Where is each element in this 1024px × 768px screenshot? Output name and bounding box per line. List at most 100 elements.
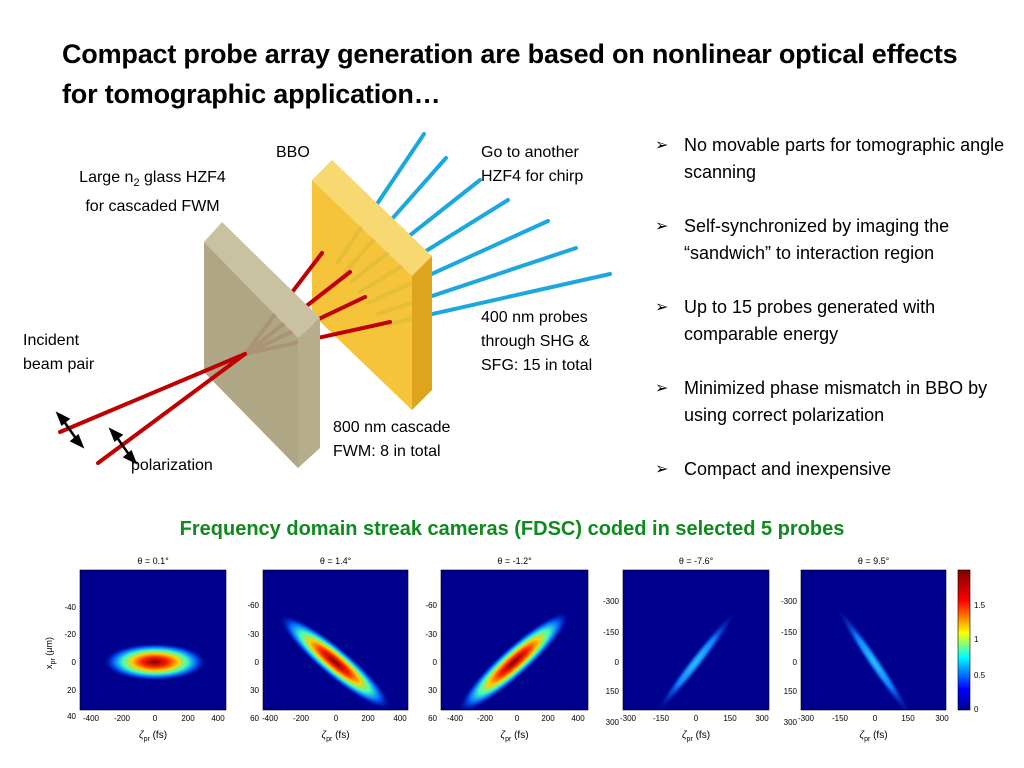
x-axis-label: ζpr (fs) — [139, 730, 167, 743]
streak-panel: θ = -1.2° -400 -200 0 200 400 -60 -30 0 30 60 ζpr (… — [425, 556, 589, 743]
x-axis-label: ζpr (fs) — [321, 730, 349, 743]
glass-label: Large n2 glass HZF4 for cascaded FWM — [79, 169, 226, 216]
panel-theta-label: θ = 1.4° — [320, 556, 352, 566]
slide-title: Compact probe array generation are based… — [62, 39, 958, 109]
streak-panel: θ = 1.4° -400 -200 0 200 400 -60 -30 0 30 60 ζpr (f… — [247, 556, 409, 743]
y-tick-label: -30 — [247, 630, 259, 639]
panel-image — [623, 570, 769, 710]
y-tick-label: 30 — [250, 686, 259, 695]
arrowhead-bullet-icon: ➢ — [655, 299, 669, 316]
streak-trace — [654, 609, 738, 710]
y-tick-label: -30 — [425, 630, 437, 639]
x-tick-label: -200 — [477, 714, 494, 723]
x-tick-label: 0 — [694, 714, 699, 723]
x-tick-label: 200 — [181, 714, 195, 723]
y-tick-label: -60 — [247, 601, 259, 610]
panel-image — [80, 570, 226, 710]
probes-label: 400 nm probes through SHG & SFG: 15 in tot… — [481, 309, 593, 374]
x-tick-label: -150 — [832, 714, 849, 723]
y-axis-label: xpr (μm) — [44, 637, 57, 669]
y-tick-label: 300 — [784, 718, 798, 727]
x-tick-label: 0 — [153, 714, 158, 723]
hzf4-glass — [204, 222, 320, 468]
panel-image — [801, 570, 946, 710]
y-tick-label: -300 — [603, 597, 620, 606]
y-tick-label: 60 — [428, 714, 437, 723]
y-tick-label: 0 — [793, 658, 798, 667]
x-tick-label: -200 — [293, 714, 310, 723]
x-tick-label: 400 — [571, 714, 585, 723]
x-tick-label: -150 — [653, 714, 670, 723]
arrowhead-bullet-icon: ➢ — [655, 380, 669, 397]
x-tick-label: 150 — [901, 714, 915, 723]
x-tick-label: -400 — [262, 714, 279, 723]
colorbar-tick-label: 1.5 — [974, 601, 986, 610]
y-tick-label: 0 — [433, 658, 438, 667]
x-tick-label: -300 — [620, 714, 637, 723]
x-tick-label: -200 — [114, 714, 131, 723]
x-tick-label: -400 — [447, 714, 464, 723]
y-tick-label: -150 — [603, 628, 620, 637]
x-tick-label: 300 — [935, 714, 949, 723]
x-tick-label: 150 — [723, 714, 737, 723]
arrowhead-bullet-icon: ➢ — [655, 137, 669, 154]
y-tick-label: 0 — [72, 658, 77, 667]
x-tick-label: 200 — [361, 714, 375, 723]
streak-panel: θ = -7.6°-300 -150 0 150 300-300-1500150300ζ… — [603, 556, 770, 743]
cascade-label: 800 nm cascade FWM: 8 in total — [333, 419, 451, 460]
fdsc-subtitle: Frequency domain streak cameras (FDSC) c… — [179, 518, 845, 540]
bullet-item: ➢ No movable parts for tomographic angle … — [655, 132, 1015, 186]
y-tick-label: -20 — [64, 630, 76, 639]
panel-theta-label: θ = 0.1° — [137, 556, 169, 566]
y-tick-label: -60 — [425, 601, 437, 610]
bullet-item: ➢ Compact and inexpensive — [655, 456, 1015, 483]
streak-trace — [279, 614, 391, 710]
x-tick-label: -300 — [798, 714, 815, 723]
x-tick-label: 300 — [755, 714, 769, 723]
panel-theta-label: θ = -1.2° — [497, 556, 532, 566]
y-tick-label: 20 — [67, 686, 76, 695]
optical-setup-diagram — [55, 132, 612, 468]
y-tick-label: 30 — [428, 686, 437, 695]
y-tick-label: -40 — [64, 603, 76, 612]
y-tick-label: 0 — [255, 658, 260, 667]
bullet-item: ➢ Self-synchronized by imaging the “sandw… — [655, 213, 1015, 267]
streak-trace — [835, 605, 913, 710]
bbo-crystal — [312, 160, 432, 410]
colorbar-tick-label: 0 — [974, 705, 979, 714]
panel-image — [441, 570, 588, 710]
x-axis-label: ζpr (fs) — [859, 730, 887, 743]
panel-theta-label: θ = -7.6° — [679, 556, 714, 566]
x-tick-label: 0 — [515, 714, 520, 723]
x-tick-label: 400 — [393, 714, 407, 723]
y-tick-label: 0 — [615, 658, 620, 667]
bbo-label: BBO — [276, 144, 310, 161]
bullet-list: ➢ No movable parts for tomographic angle … — [655, 132, 1015, 510]
x-axis-label: ζpr (fs) — [500, 730, 528, 743]
polarization-arrow-icon — [55, 411, 138, 465]
streak-trace — [103, 643, 207, 681]
chirp-label: Go to another HZF4 for chirp — [481, 144, 584, 185]
y-tick-label: 60 — [250, 714, 259, 723]
x-tick-label: 400 — [211, 714, 225, 723]
colorbar: 1.5 1 0.5 0 — [957, 569, 986, 714]
arrowhead-bullet-icon: ➢ — [655, 461, 669, 478]
panel-theta-label: θ = 9.5° — [858, 556, 890, 566]
streak-trace — [458, 611, 570, 710]
streak-panel: θ = 9.5°-300 -150 0 150 300-300-1500150300ζp… — [781, 556, 949, 743]
y-tick-label: 150 — [606, 687, 620, 696]
y-tick-label: 300 — [606, 718, 620, 727]
bullet-item: ➢ Minimized phase mismatch in BBO by usin… — [655, 375, 1015, 429]
x-tick-label: -400 — [83, 714, 100, 723]
arrowhead-bullet-icon: ➢ — [655, 218, 669, 235]
panel-image — [263, 570, 408, 710]
colorbar-tick-label: 1 — [974, 635, 979, 644]
y-tick-label: 150 — [784, 687, 798, 696]
y-tick-label: 40 — [67, 712, 76, 721]
y-tick-label: -150 — [781, 628, 798, 637]
x-tick-label: 0 — [334, 714, 339, 723]
polarization-label: polarization — [131, 457, 213, 474]
x-tick-label: 0 — [873, 714, 878, 723]
